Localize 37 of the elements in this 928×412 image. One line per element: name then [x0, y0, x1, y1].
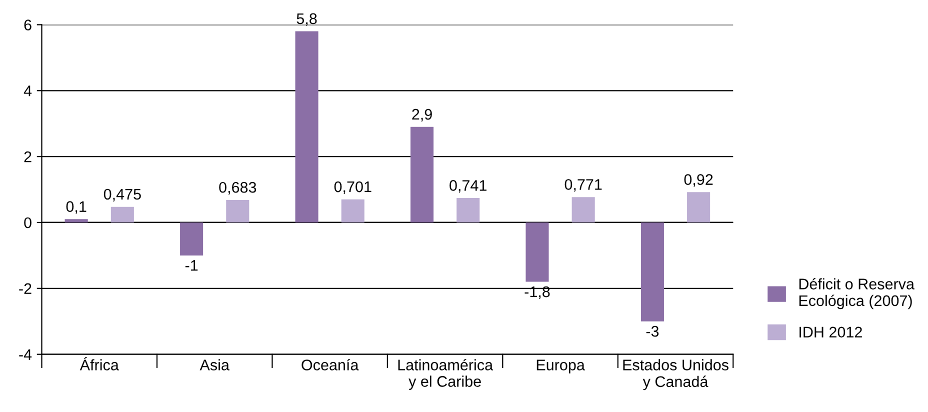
legend-label: IDH 2012: [800, 326, 862, 338]
data-label: 5,8: [296, 13, 317, 26]
data-label: 0,683: [219, 182, 256, 195]
data-label: 0,701: [334, 181, 372, 194]
bar: [572, 197, 595, 222]
x-tick-label: Asia: [200, 359, 230, 370]
bar: [687, 192, 710, 222]
data-label: 2,9: [412, 108, 432, 122]
x-tick-label: África: [80, 357, 119, 370]
bar: [110, 206, 134, 222]
x-tick-label: Latinoamérica y el Caribe: [398, 359, 494, 390]
y-tick-label: 2: [24, 151, 32, 162]
data-label: 0,92: [684, 174, 713, 187]
data-label: 0,1: [66, 201, 86, 214]
bar: [295, 31, 318, 222]
bar: [64, 219, 88, 222]
legend-label: Déficit o Reserva Ecológica (2007): [799, 278, 914, 310]
bar: [410, 126, 434, 222]
x-tick-label: Europa: [536, 360, 585, 374]
bar: [226, 200, 250, 222]
data-label: -1: [185, 260, 198, 271]
x-tick-label: Estados Unidos y Canadá: [623, 359, 728, 390]
x-tick-label: Oceanía: [302, 359, 359, 370]
bar: [526, 222, 549, 282]
y-tick-label: -4: [19, 349, 32, 360]
y-tick-label: 4: [24, 86, 32, 96]
data-label: 0,771: [564, 179, 602, 192]
bar: [341, 199, 364, 222]
bar: [180, 222, 204, 256]
bar: [456, 198, 480, 222]
data-label: -3: [646, 326, 659, 337]
y-tick-label: 6: [24, 20, 32, 30]
data-label: 0,475: [104, 188, 141, 202]
y-tick-label: -2: [19, 283, 32, 294]
y-tick-label: 0: [24, 217, 32, 228]
data-label: 0,741: [450, 180, 486, 193]
bar: [640, 222, 664, 322]
